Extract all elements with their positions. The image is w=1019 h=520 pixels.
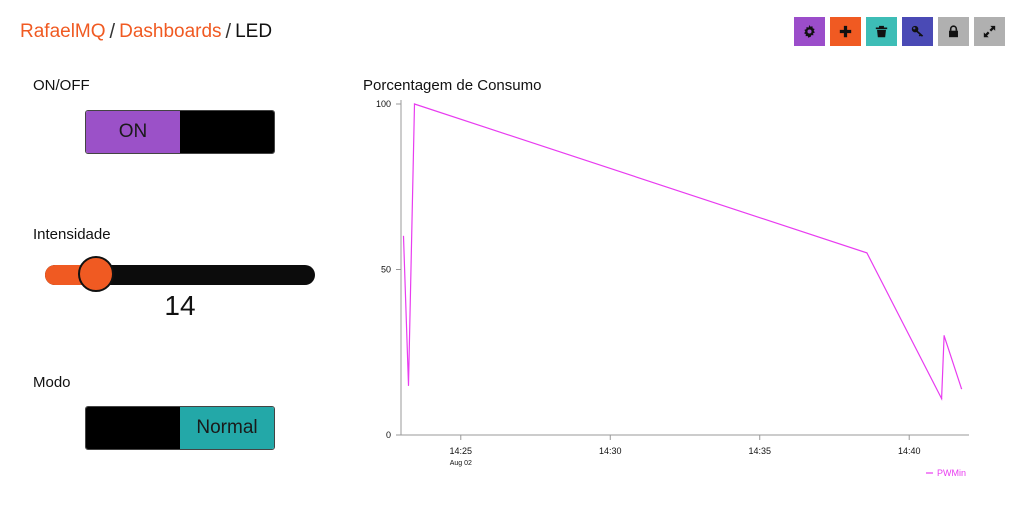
data-point xyxy=(413,103,416,105)
fullscreen-button[interactable] xyxy=(974,17,1005,46)
x-tick-label: 14:30 xyxy=(599,446,622,456)
breadcrumb-separator: / xyxy=(109,21,116,43)
settings-button[interactable] xyxy=(794,17,825,46)
chart-title: Porcentagem de Consumo xyxy=(363,77,542,94)
legend-label: PWMin xyxy=(937,468,966,478)
mode-left-segment[interactable] xyxy=(86,407,180,449)
dashboard-toolbar xyxy=(794,17,1005,46)
trash-icon xyxy=(875,25,888,38)
consumption-chart: 0 50 100 14:25 Aug 02 14:30 14:35 14:40 PWMin xyxy=(376,99,969,478)
breadcrumb: RafaelMQ / Dashboards / LED xyxy=(20,20,272,44)
series-line-pwmin xyxy=(402,103,963,401)
delete-button[interactable] xyxy=(866,17,897,46)
key-icon xyxy=(911,25,924,37)
add-button[interactable] xyxy=(830,17,861,46)
breadcrumb-user-link[interactable]: RafaelMQ xyxy=(20,21,106,42)
gear-icon xyxy=(804,25,815,38)
breadcrumb-separator: / xyxy=(225,21,232,43)
y-tick-label: 0 xyxy=(386,430,391,440)
data-point xyxy=(943,335,945,337)
slider-thumb[interactable] xyxy=(77,256,114,292)
mode-toggle[interactable]: Normal xyxy=(85,406,275,450)
y-tick-label: 50 xyxy=(381,265,391,275)
intensity-label: Intensidade xyxy=(33,226,111,243)
data-point xyxy=(407,384,410,386)
lock-button[interactable] xyxy=(938,17,969,46)
x-tick-label: 14:35 xyxy=(748,446,771,456)
onoff-toggle[interactable]: ON xyxy=(85,110,275,154)
mode-label: Modo xyxy=(33,374,71,391)
mode-normal-segment[interactable]: Normal xyxy=(180,407,274,449)
intensity-slider[interactable] xyxy=(45,256,315,292)
data-point xyxy=(940,397,943,400)
intensity-value: 14 xyxy=(164,290,196,321)
data-point xyxy=(960,388,963,390)
plus-icon xyxy=(839,25,852,38)
key-button[interactable] xyxy=(902,17,933,46)
x-tick-label: 14:25 xyxy=(450,446,473,456)
expand-icon xyxy=(983,25,996,38)
breadcrumb-current: LED xyxy=(235,21,273,42)
data-point xyxy=(402,235,405,237)
onoff-off-segment[interactable] xyxy=(180,111,274,153)
lock-icon xyxy=(949,25,958,38)
x-date-label: Aug 02 xyxy=(450,460,472,467)
breadcrumb-dashboards-link[interactable]: Dashboards xyxy=(119,21,222,42)
onoff-label: ON/OFF xyxy=(33,77,90,94)
onoff-on-segment[interactable]: ON xyxy=(86,111,180,153)
x-tick-label: 14:40 xyxy=(898,446,921,456)
data-point xyxy=(866,252,868,254)
y-tick-label: 100 xyxy=(376,99,391,109)
